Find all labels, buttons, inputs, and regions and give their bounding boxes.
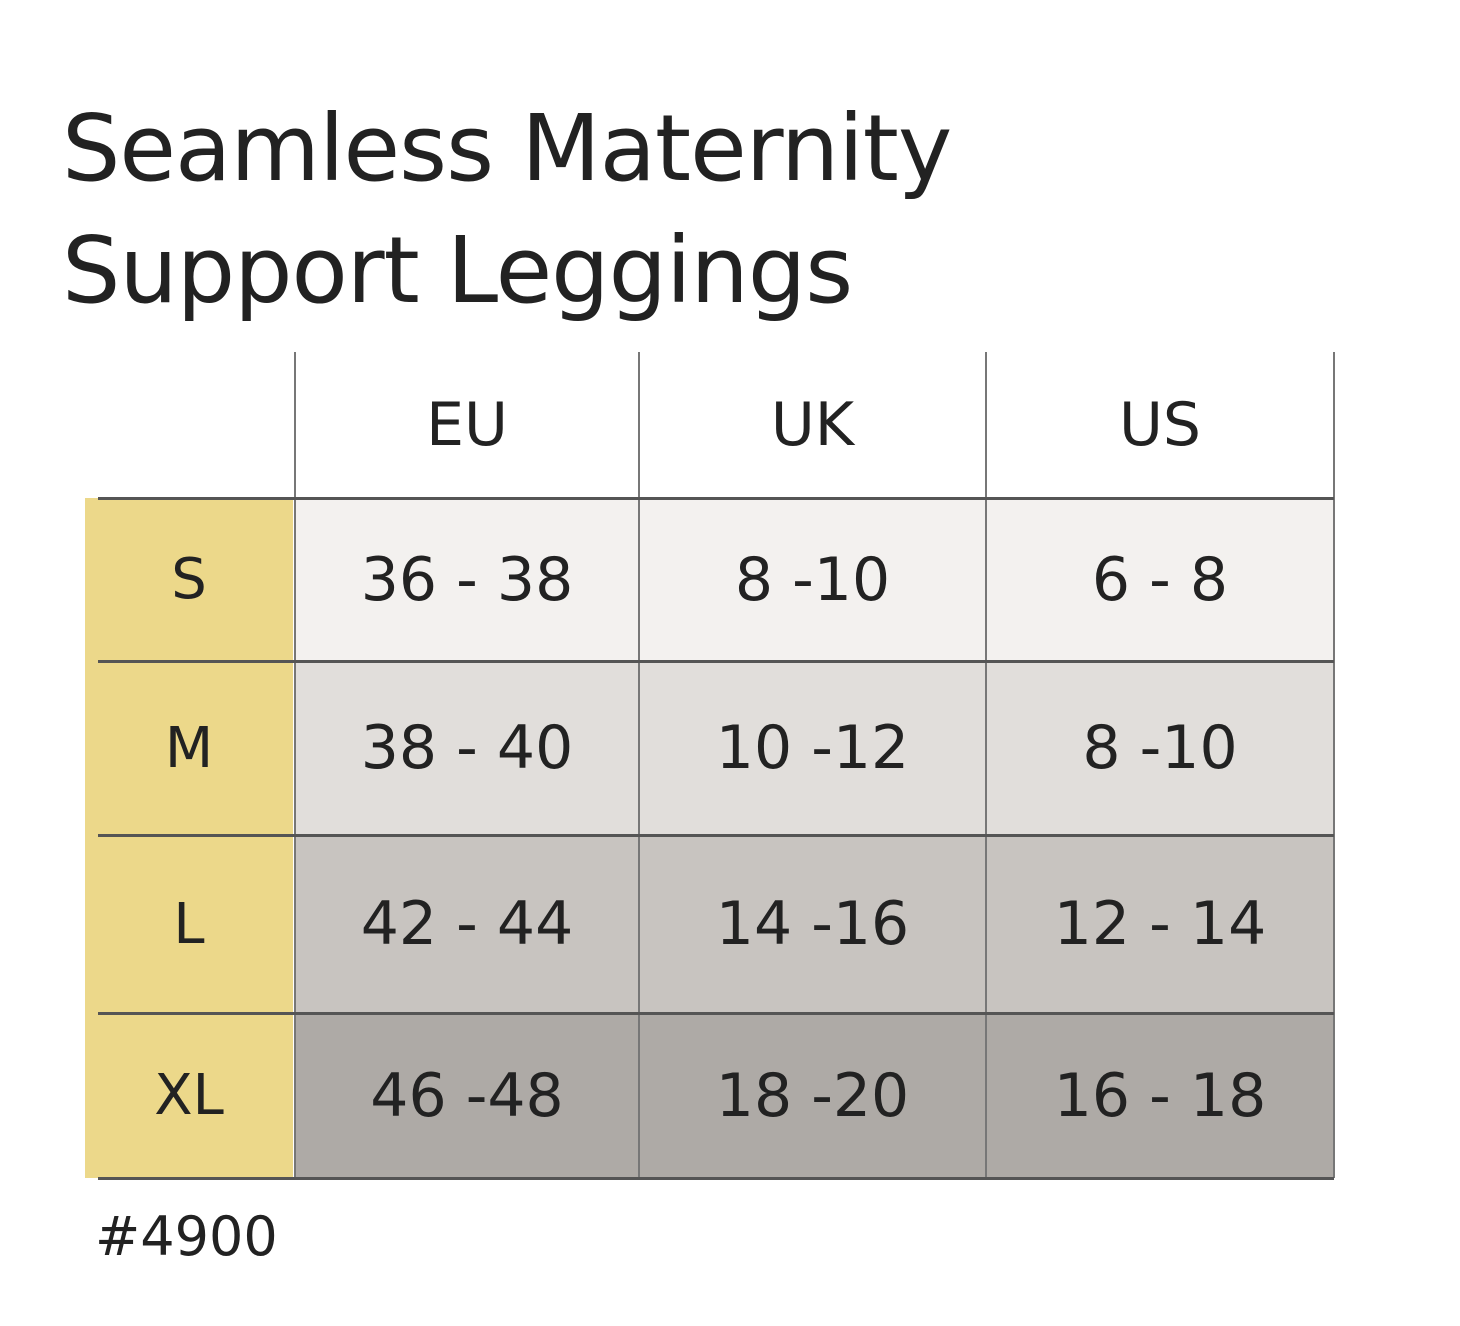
column-divider <box>294 352 296 1178</box>
table-cell: 8 -10 <box>1082 713 1238 783</box>
table-cell: 14 -16 <box>715 889 910 959</box>
row-divider <box>98 834 1334 837</box>
column-header: EU <box>426 390 508 460</box>
product-code: #4900 <box>95 1205 278 1268</box>
row-divider <box>98 497 1334 500</box>
row-background <box>295 1013 1334 1178</box>
column-header: UK <box>770 390 855 460</box>
size-label: M <box>164 715 214 781</box>
table-cell: 18 -20 <box>715 1060 910 1131</box>
size-column-background <box>85 498 293 1178</box>
column-divider <box>1333 352 1335 1178</box>
row-background <box>295 498 1334 661</box>
table-cell: 6 - 8 <box>1091 544 1229 615</box>
table-cell: 10 -12 <box>715 713 910 783</box>
table-cell: 8 -10 <box>734 544 891 615</box>
row-background <box>295 661 1334 835</box>
title-line-1: Seamless Maternity <box>62 95 952 202</box>
row-divider <box>98 660 1334 663</box>
title-line-2: Support Leggings <box>62 217 853 324</box>
row-background <box>295 835 1334 1013</box>
table-cell: 12 - 14 <box>1053 889 1267 959</box>
row-divider <box>98 1012 1334 1015</box>
table-cell: 38 - 40 <box>360 713 574 783</box>
column-header: US <box>1118 390 1201 460</box>
size-label: S <box>171 547 207 612</box>
page-title: Seamless Maternity Support Leggings <box>62 88 952 332</box>
size-label: L <box>173 891 205 957</box>
column-divider <box>638 352 640 1178</box>
column-divider <box>985 352 987 1178</box>
table-cell: 42 - 44 <box>360 889 574 959</box>
size-label: XL <box>154 1063 224 1128</box>
table-cell: 36 - 38 <box>360 544 574 615</box>
table-cell: 16 - 18 <box>1053 1060 1267 1131</box>
row-divider <box>98 1177 1334 1180</box>
table-cell: 46 -48 <box>370 1060 564 1131</box>
